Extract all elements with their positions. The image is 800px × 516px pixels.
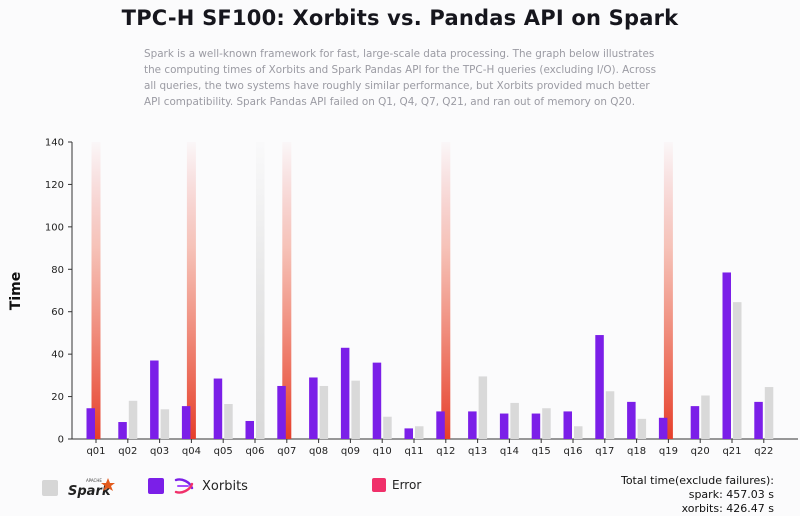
y-tick-label: 140	[45, 138, 64, 149]
total-time-summary: Total time(exclude failures): spark: 457…	[621, 474, 774, 516]
bar-spark-q11	[415, 426, 424, 439]
bar-xorbits-q08	[309, 377, 318, 439]
bar-spark-q17	[605, 391, 615, 439]
x-tick-label: q11	[404, 446, 423, 457]
x-tick-label: q16	[563, 446, 582, 457]
x-tick-label: q22	[754, 446, 773, 457]
bar-spark-q20	[701, 395, 710, 439]
x-tick-label: q09	[341, 446, 360, 457]
bar-spark-q06	[256, 142, 265, 439]
x-tick-label: q01	[86, 446, 105, 457]
bar-chart: Time 0 20 40 60 80 100 120 140 q01 q02 q03 q04 q05 q…	[8, 138, 798, 457]
bar-xorbits-q19	[658, 417, 668, 439]
chart-title: TPC-H SF100: Xorbits vs. Pandas API on S…	[121, 6, 679, 30]
error-bar-q07	[282, 142, 292, 439]
bar-xorbits-q15	[531, 413, 541, 439]
total-time-heading: Total time(exclude failures):	[620, 474, 774, 487]
xorbits-logo-icon	[174, 478, 194, 494]
error-bar-q01	[91, 142, 101, 439]
error-bar-q04	[186, 142, 196, 439]
x-tick-label: q17	[595, 446, 614, 457]
bar-xorbits-q09	[340, 347, 350, 439]
x-tick-label: q03	[150, 446, 169, 457]
bar-xorbits-q06	[245, 420, 254, 439]
bar-xorbits-q22	[754, 401, 763, 439]
y-tick-label: 0	[58, 435, 64, 446]
spark-logo-icon: Spark APACHE	[68, 478, 115, 499]
svg-text:Spark: Spark	[68, 484, 112, 499]
x-tick-label: q12	[436, 446, 455, 457]
bar-xorbits-q02	[118, 422, 127, 439]
x-tick-label: q20	[691, 446, 710, 457]
x-tick-label: q18	[627, 446, 646, 457]
bar-spark-q15	[542, 408, 551, 439]
svg-text:APACHE: APACHE	[86, 478, 102, 483]
bar-xorbits-q16	[563, 411, 572, 439]
x-tick-label: q07	[277, 446, 296, 457]
bar-spark-q10	[383, 416, 392, 439]
bar-spark-q09	[351, 380, 360, 439]
bar-xorbits-q14	[499, 413, 509, 439]
legend-error: Error	[372, 478, 421, 492]
error-bar-q12	[441, 142, 451, 439]
chart-description: Spark is a well-known framework for fast…	[144, 48, 657, 108]
y-tick-label: 40	[51, 350, 64, 361]
bar-spark-q08	[319, 385, 329, 439]
bar-spark-q14	[510, 402, 519, 439]
total-time-xorbits: xorbits: 426.47 s	[681, 502, 774, 515]
bar-xorbits-q11	[404, 428, 413, 439]
bar-spark-q02	[128, 400, 138, 439]
bar-spark-q18	[637, 418, 647, 439]
error-bar-q19	[663, 142, 673, 439]
bar-xorbits-q07	[277, 385, 286, 439]
legend-spark-swatch	[42, 480, 58, 496]
bar-xorbits-q12	[436, 411, 445, 439]
bar-xorbits-q18	[627, 401, 636, 439]
legend-error-swatch	[372, 478, 386, 492]
bar-xorbits-q05	[213, 378, 223, 439]
y-tick-label: 20	[51, 392, 64, 403]
bar-spark-q05	[224, 403, 233, 439]
bar-spark-q03	[160, 409, 170, 439]
x-tick-label: q02	[118, 446, 137, 457]
bar-spark-q16	[574, 426, 583, 439]
y-tick-label: 60	[51, 307, 64, 318]
x-tick-label: q04	[182, 446, 201, 457]
x-tick-label: q15	[532, 446, 551, 457]
x-tick-label: q06	[245, 446, 264, 457]
x-tick-label: q08	[309, 446, 328, 457]
y-tick-label: 120	[45, 180, 64, 191]
bar-spark-q22	[764, 387, 774, 439]
bar-xorbits-q10	[372, 362, 382, 439]
y-tick-label: 80	[51, 265, 64, 276]
legend-error-label: Error	[392, 478, 422, 492]
bar-xorbits-q01	[86, 408, 95, 439]
legend-spark: Spark APACHE	[42, 476, 116, 500]
x-tick-label: q19	[659, 446, 678, 457]
x-tick-label: q14	[500, 446, 519, 457]
legend-xorbits-label: Xorbits	[202, 478, 248, 494]
total-time-spark: spark: 457.03 s	[688, 488, 774, 501]
x-tick-label: q05	[214, 446, 233, 457]
bar-xorbits-q13	[468, 411, 477, 439]
bar-xorbits-q04	[181, 406, 191, 439]
y-axis-label: Time	[8, 272, 24, 310]
x-tick-label: q21	[722, 446, 741, 457]
bar-xorbits-q03	[150, 360, 159, 439]
bar-xorbits-q21	[722, 272, 731, 439]
legend-xorbits: Xorbits	[148, 476, 248, 496]
legend-xorbits-swatch	[148, 478, 164, 494]
y-tick-label: 100	[45, 222, 64, 233]
bar-spark-q21	[733, 302, 742, 439]
bar-xorbits-q17	[595, 335, 604, 439]
x-tick-label: q10	[373, 446, 392, 457]
x-tick-label: q13	[468, 446, 487, 457]
bar-spark-q13	[478, 376, 488, 439]
bar-xorbits-q20	[690, 406, 700, 439]
